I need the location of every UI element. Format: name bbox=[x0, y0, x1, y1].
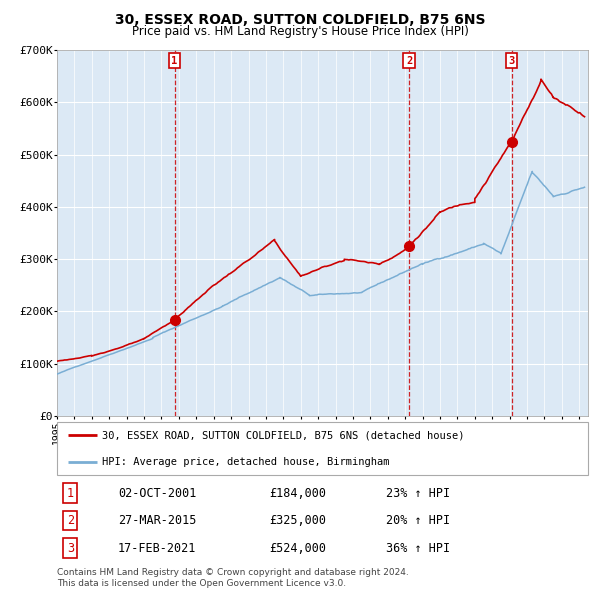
Text: 02-OCT-2001: 02-OCT-2001 bbox=[118, 487, 196, 500]
Text: 36% ↑ HPI: 36% ↑ HPI bbox=[386, 542, 451, 555]
Text: 20% ↑ HPI: 20% ↑ HPI bbox=[386, 514, 451, 527]
Text: 30, ESSEX ROAD, SUTTON COLDFIELD, B75 6NS: 30, ESSEX ROAD, SUTTON COLDFIELD, B75 6N… bbox=[115, 13, 485, 27]
Text: £184,000: £184,000 bbox=[269, 487, 326, 500]
Text: 3: 3 bbox=[67, 542, 74, 555]
Text: 2: 2 bbox=[67, 514, 74, 527]
Text: 2: 2 bbox=[406, 55, 412, 65]
Text: £325,000: £325,000 bbox=[269, 514, 326, 527]
Text: 30, ESSEX ROAD, SUTTON COLDFIELD, B75 6NS (detached house): 30, ESSEX ROAD, SUTTON COLDFIELD, B75 6N… bbox=[102, 430, 464, 440]
Text: Price paid vs. HM Land Registry's House Price Index (HPI): Price paid vs. HM Land Registry's House … bbox=[131, 25, 469, 38]
Text: 1: 1 bbox=[172, 55, 178, 65]
Text: 1: 1 bbox=[67, 487, 74, 500]
Text: £524,000: £524,000 bbox=[269, 542, 326, 555]
Text: HPI: Average price, detached house, Birmingham: HPI: Average price, detached house, Birm… bbox=[102, 457, 389, 467]
Text: Contains HM Land Registry data © Crown copyright and database right 2024.: Contains HM Land Registry data © Crown c… bbox=[57, 568, 409, 576]
Text: 23% ↑ HPI: 23% ↑ HPI bbox=[386, 487, 451, 500]
Text: 17-FEB-2021: 17-FEB-2021 bbox=[118, 542, 196, 555]
FancyBboxPatch shape bbox=[57, 422, 588, 475]
Text: 27-MAR-2015: 27-MAR-2015 bbox=[118, 514, 196, 527]
Text: This data is licensed under the Open Government Licence v3.0.: This data is licensed under the Open Gov… bbox=[57, 579, 346, 588]
Text: 3: 3 bbox=[509, 55, 515, 65]
